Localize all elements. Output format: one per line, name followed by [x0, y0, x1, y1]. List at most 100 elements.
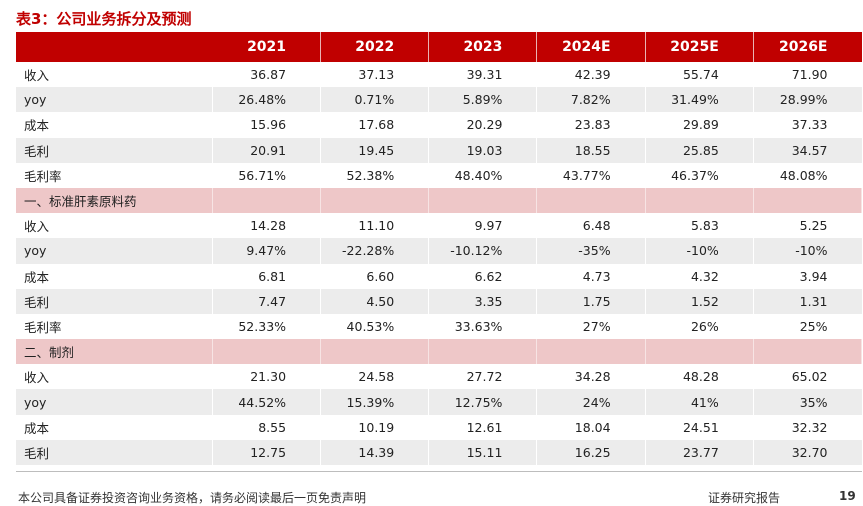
- page-number: 19: [839, 489, 856, 503]
- table-cell: 19.45: [320, 137, 430, 163]
- table-cell: [320, 187, 430, 214]
- table-cell: 44.52%: [212, 389, 322, 415]
- row-label: 成本: [16, 112, 213, 138]
- row-label: 毛利: [16, 439, 213, 465]
- table-cell: 18.04: [536, 414, 646, 440]
- table-cell: [753, 187, 863, 214]
- table-cell: 25.85: [645, 137, 754, 163]
- table-cell: 7.82%: [536, 87, 646, 113]
- table-cell: 10.19: [320, 414, 430, 440]
- table-cell: 41%: [645, 389, 754, 415]
- table-cell: [753, 339, 863, 365]
- bottom-divider: [16, 471, 862, 472]
- row-label: yoy: [16, 238, 213, 264]
- table-cell: 24%: [536, 389, 646, 415]
- table-cell: 36.87: [212, 62, 322, 88]
- table-cell: 14.28: [212, 213, 322, 239]
- table-cell: [212, 339, 322, 365]
- table-cell: 20.29: [428, 112, 538, 138]
- row-label: yoy: [16, 389, 213, 415]
- table-cell: 16.25: [536, 439, 646, 465]
- table-cell: 48.08%: [779, 167, 828, 183]
- table-cell: 4.73: [536, 263, 646, 289]
- table-cell: 6.62: [428, 263, 538, 289]
- table-cell: 15.39%: [320, 389, 430, 415]
- table-row: 成本 6.81 6.60 6.62 4.73 4.32 3.94: [16, 263, 862, 289]
- table-row: 收入 21.30 24.58 27.72 34.28 48.28 65.02: [16, 364, 862, 390]
- table-header-row: 2021 2022 2023 2024E 2025E 2026E: [16, 32, 862, 62]
- table-cell: [645, 339, 754, 365]
- table-cell: 29.89: [645, 112, 754, 138]
- table-row: 收入 14.28 11.10 9.97 6.48 5.83 5.25: [16, 213, 862, 239]
- table-cell: 39.31: [428, 62, 538, 88]
- table-cell: [428, 339, 538, 365]
- row-label: 收入: [16, 364, 213, 390]
- table-cell: 52.33%: [212, 313, 322, 340]
- table-cell: 3.35: [428, 288, 538, 314]
- table-row: 毛利 12.75 14.39 15.11 16.25 23.77 32.70: [16, 439, 862, 465]
- table-cell: 6.48: [536, 213, 646, 239]
- table-cell: 24.51: [645, 414, 754, 440]
- footer-report-type: 证券研究报告: [708, 491, 781, 505]
- table-cell: 1.31: [799, 293, 828, 309]
- footer-disclaimer: 本公司具备证券投资咨询业务资格，请务必阅读最后一页免责声明: [18, 491, 367, 505]
- row-label: 成本: [16, 414, 213, 440]
- header-cell-label: [16, 32, 212, 62]
- table-row: 毛利率 56.71% 52.38% 48.40% 43.77% 46.37% 48.08%: [16, 162, 862, 188]
- table-row: 毛利 20.91 19.45 19.03 18.55 25.85 34.57: [16, 137, 862, 163]
- table-cell: 6.81: [212, 263, 322, 289]
- table-row: yoy 9.47% -22.28% -10.12% -35% -10% -10%: [16, 238, 862, 264]
- table-cell: 7.47: [212, 288, 322, 314]
- section-label: 一、标准肝素原料药: [16, 187, 213, 214]
- header-cell-year: 2026E: [778, 39, 828, 55]
- table-cell: 18.55: [536, 137, 646, 163]
- table-cell: 27.72: [428, 364, 538, 390]
- table-cell: 14.39: [320, 439, 430, 465]
- table-cell: [536, 339, 646, 365]
- forecast-table: 2021 2022 2023 2024E 2025E 2026E 收入 36.87…: [16, 32, 863, 465]
- row-label: 收入: [16, 62, 213, 88]
- table-cell: 12.75: [212, 439, 322, 465]
- table-cell: [428, 187, 538, 214]
- table-cell: 17.68: [320, 112, 430, 138]
- table-cell: 42.39: [536, 62, 646, 88]
- table-cell: 15.11: [428, 439, 538, 465]
- section-row: 二、制剂: [16, 339, 863, 365]
- table-cell: 55.74: [645, 62, 754, 88]
- table-cell: 23.77: [645, 439, 754, 465]
- table-cell: 71.90: [791, 67, 828, 83]
- header-cell-year: 2025E: [645, 32, 754, 62]
- table-cell: 37.33: [791, 117, 828, 133]
- table-cell: 65.02: [791, 369, 828, 385]
- table-cell: 52.38%: [320, 162, 430, 188]
- table-row: yoy 26.48% 0.71% 5.89% 7.82% 31.49% 28.99%: [16, 87, 862, 113]
- section-row: 一、标准肝素原料药: [16, 187, 863, 214]
- table-cell: 48.40%: [428, 162, 538, 188]
- table-cell: -10%: [795, 243, 828, 259]
- table-cell: 32.32: [791, 419, 828, 435]
- table-cell: 28.99%: [779, 92, 828, 108]
- table-cell: [320, 339, 430, 365]
- section-label: 二、制剂: [16, 339, 213, 365]
- table-row: 成本 15.96 17.68 20.29 23.83 29.89 37.33: [16, 112, 862, 138]
- table-cell: 0.71%: [320, 87, 430, 113]
- table-body: 收入 36.87 37.13 39.31 42.39 55.74 71.90 yoy 26.48…: [16, 62, 863, 465]
- table-cell: 19.03: [428, 137, 538, 163]
- table-cell: 1.75: [536, 288, 646, 314]
- table-cell: 21.30: [212, 364, 322, 390]
- table-row: 成本 8.55 10.19 12.61 18.04 24.51 32.32: [16, 414, 862, 440]
- header-cell-year: 2022: [320, 32, 430, 62]
- table-cell: 11.10: [320, 213, 430, 239]
- table-cell: 26%: [645, 313, 754, 340]
- table-cell: 26.48%: [212, 87, 322, 113]
- table-cell: 25%: [799, 318, 828, 334]
- table-cell: 32.70: [791, 444, 828, 460]
- table-cell: 31.49%: [645, 87, 754, 113]
- table-cell: [536, 187, 646, 214]
- row-label: 收入: [16, 213, 213, 239]
- row-label: 毛利率: [16, 313, 213, 340]
- row-label: 毛利: [16, 288, 213, 314]
- table-cell: 12.61: [428, 414, 538, 440]
- table-cell: 33.63%: [428, 313, 538, 340]
- table-cell: [212, 187, 322, 214]
